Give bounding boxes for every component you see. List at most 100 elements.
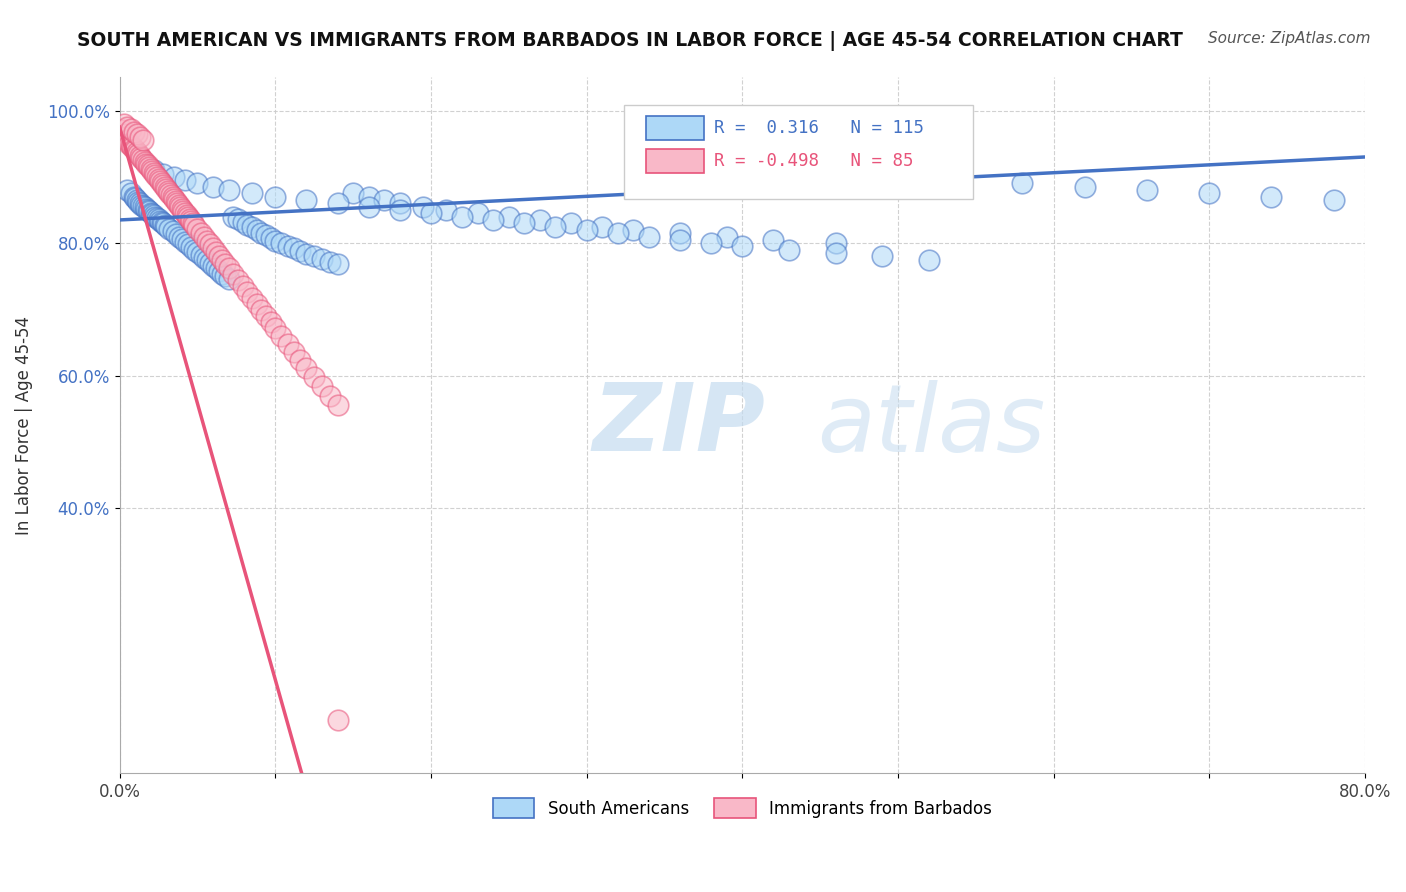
Point — [131, 151, 153, 165]
Point — [190, 226, 212, 240]
Point — [560, 216, 582, 230]
Point — [132, 199, 155, 213]
Point — [226, 212, 249, 227]
Point — [295, 360, 318, 375]
Point — [264, 321, 287, 335]
Point — [270, 329, 292, 343]
Point — [177, 210, 200, 224]
Point — [193, 251, 215, 265]
Point — [167, 197, 190, 211]
Point — [1260, 190, 1282, 204]
Point — [302, 370, 325, 384]
Point — [122, 190, 145, 204]
Point — [250, 226, 273, 240]
Point — [149, 174, 172, 188]
Point — [155, 219, 177, 233]
Point — [591, 219, 613, 234]
Point — [146, 211, 169, 225]
Point — [529, 213, 551, 227]
Point — [120, 186, 142, 201]
Point — [201, 179, 224, 194]
Point — [887, 169, 910, 184]
Point — [148, 212, 170, 227]
Point — [1198, 186, 1220, 201]
Point — [166, 195, 188, 210]
Point — [716, 229, 738, 244]
Point — [211, 267, 233, 281]
Point — [152, 167, 174, 181]
Point — [138, 160, 160, 174]
Point — [245, 223, 267, 237]
Point — [259, 231, 281, 245]
Point — [1323, 193, 1346, 207]
Point — [128, 149, 150, 163]
Point — [165, 194, 187, 208]
Point — [169, 200, 191, 214]
Point — [150, 176, 173, 190]
Legend: South Americans, Immigrants from Barbados: South Americans, Immigrants from Barbado… — [486, 792, 998, 824]
Point — [142, 208, 165, 222]
Point — [186, 177, 208, 191]
Point — [180, 240, 202, 254]
Point — [160, 187, 183, 202]
Point — [295, 193, 318, 207]
Point — [700, 236, 723, 251]
Point — [198, 237, 221, 252]
Point — [1011, 177, 1033, 191]
Point — [254, 228, 277, 243]
Point — [142, 163, 165, 178]
Text: SOUTH AMERICAN VS IMMIGRANTS FROM BARBADOS IN LABOR FORCE | AGE 45-54 CORRELATIO: SOUTH AMERICAN VS IMMIGRANTS FROM BARBAD… — [77, 31, 1184, 51]
Point — [250, 303, 273, 318]
Point — [211, 253, 233, 268]
Point — [283, 242, 305, 256]
Point — [195, 253, 218, 268]
Point — [270, 236, 292, 251]
Point — [218, 272, 240, 286]
Point — [122, 142, 145, 156]
Point — [214, 257, 236, 271]
Point — [172, 203, 194, 218]
Point — [115, 130, 138, 145]
Point — [131, 197, 153, 211]
Point — [118, 136, 141, 151]
Point — [451, 210, 474, 224]
Point — [872, 249, 894, 263]
Point — [208, 264, 231, 278]
Point — [288, 352, 311, 367]
Point — [240, 186, 263, 201]
Point — [165, 227, 187, 241]
Point — [157, 186, 180, 200]
Point — [127, 195, 149, 210]
Point — [174, 173, 197, 187]
Point — [174, 235, 197, 249]
Point — [419, 206, 441, 220]
Point — [156, 184, 179, 198]
Point — [245, 297, 267, 311]
FancyBboxPatch shape — [647, 117, 703, 140]
FancyBboxPatch shape — [647, 149, 703, 173]
Text: atlas: atlas — [817, 380, 1045, 471]
Point — [342, 186, 364, 201]
Y-axis label: In Labor Force | Age 45-54: In Labor Force | Age 45-54 — [15, 316, 32, 535]
Point — [163, 169, 186, 184]
Point — [124, 144, 146, 158]
Point — [575, 223, 598, 237]
Point — [319, 389, 342, 403]
Point — [186, 221, 208, 235]
Text: R = -0.498   N = 85: R = -0.498 N = 85 — [714, 152, 912, 170]
Point — [128, 196, 150, 211]
Point — [112, 117, 135, 131]
Point — [218, 261, 240, 276]
Point — [1073, 179, 1095, 194]
Point — [145, 168, 167, 182]
Point — [205, 245, 228, 260]
Point — [125, 193, 148, 207]
Point — [155, 182, 177, 196]
Point — [259, 315, 281, 329]
Point — [152, 178, 174, 192]
Point — [127, 147, 149, 161]
Point — [482, 213, 505, 227]
Point — [117, 183, 139, 197]
Point — [128, 130, 150, 145]
Point — [117, 120, 139, 135]
